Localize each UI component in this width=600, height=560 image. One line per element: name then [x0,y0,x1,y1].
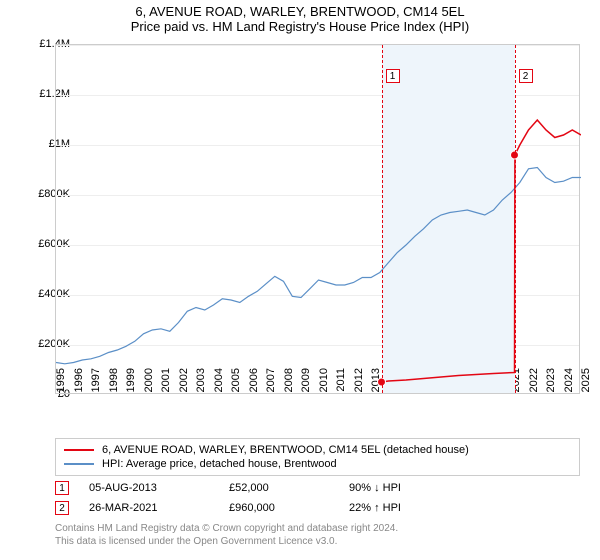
transaction-badge: 1 [55,481,69,495]
transactions-table: 1 05-AUG-2013 £52,000 90% ↓ HPI 2 26-MAR… [55,478,580,518]
series-line [382,120,582,382]
legend-item: HPI: Average price, detached house, Bren… [64,457,571,471]
plot-svg [56,45,581,395]
plot-area: 12 [55,44,580,394]
x-tick-label: 2025 [580,368,592,398]
legend-swatch [64,463,94,465]
transaction-date: 05-AUG-2013 [89,482,229,494]
transaction-diff: 90% ↓ HPI [349,482,401,494]
legend-label: 6, AVENUE ROAD, WARLEY, BRENTWOOD, CM14 … [102,444,469,456]
legend-swatch [64,449,94,451]
transaction-date: 26-MAR-2021 [89,502,229,514]
footer: Contains HM Land Registry data © Crown c… [55,522,398,548]
legend-item: 6, AVENUE ROAD, WARLEY, BRENTWOOD, CM14 … [64,443,571,457]
legend: 6, AVENUE ROAD, WARLEY, BRENTWOOD, CM14 … [55,438,580,476]
legend-label: HPI: Average price, detached house, Bren… [102,458,337,470]
titles: 6, AVENUE ROAD, WARLEY, BRENTWOOD, CM14 … [0,0,600,38]
transaction-badge: 2 [55,501,69,515]
series-line [56,168,581,364]
title-sub: Price paid vs. HM Land Registry's House … [0,19,600,38]
event-badge: 2 [519,69,533,83]
event-vline [515,45,516,393]
transaction-row: 1 05-AUG-2013 £52,000 90% ↓ HPI [55,478,580,498]
event-badge: 1 [386,69,400,83]
title-main: 6, AVENUE ROAD, WARLEY, BRENTWOOD, CM14 … [0,4,600,19]
chart-container: 6, AVENUE ROAD, WARLEY, BRENTWOOD, CM14 … [0,0,600,560]
transaction-row: 2 26-MAR-2021 £960,000 22% ↑ HPI [55,498,580,518]
footer-line: This data is licensed under the Open Gov… [55,535,398,548]
transaction-price: £52,000 [229,482,349,494]
footer-line: Contains HM Land Registry data © Crown c… [55,522,398,535]
event-vline [382,45,383,393]
transaction-diff: 22% ↑ HPI [349,502,401,514]
transaction-price: £960,000 [229,502,349,514]
